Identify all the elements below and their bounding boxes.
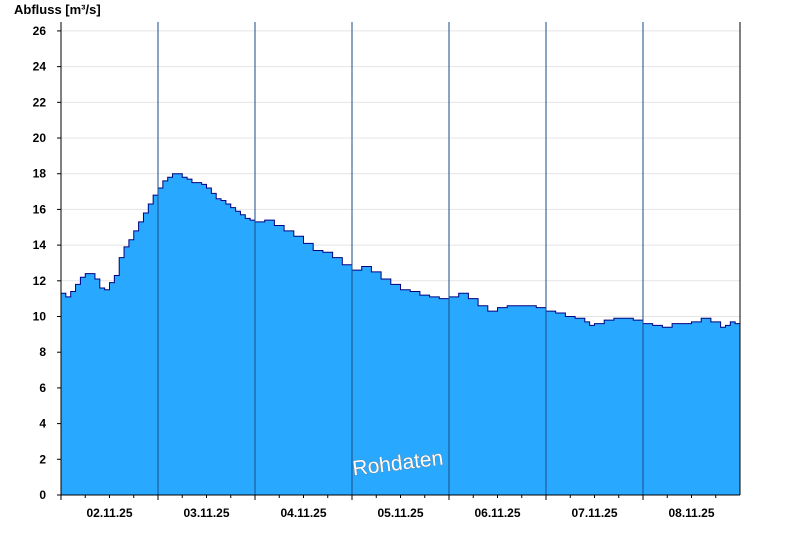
y-tick-label: 16 bbox=[33, 202, 47, 216]
x-tick-label: 07.11.25 bbox=[571, 506, 617, 520]
y-tick-label: 2 bbox=[39, 452, 46, 466]
y-tick-label: 20 bbox=[33, 131, 47, 145]
x-tick-label: 06.11.25 bbox=[474, 506, 520, 520]
y-tick-label: 14 bbox=[33, 238, 47, 252]
y-tick-label: 18 bbox=[33, 167, 47, 181]
y-tick-label: 22 bbox=[33, 95, 47, 109]
plot-area bbox=[61, 173, 741, 495]
x-tick-label: 02.11.25 bbox=[86, 506, 132, 520]
x-tick-label: 04.11.25 bbox=[280, 506, 326, 520]
y-tick-label: 24 bbox=[33, 60, 47, 74]
x-tick-label: 05.11.25 bbox=[377, 506, 423, 520]
y-tick-label: 0 bbox=[39, 488, 46, 502]
y-axis-title: Abfluss [m³/s] bbox=[14, 2, 101, 17]
y-tick-label: 12 bbox=[33, 274, 47, 288]
y-tick-label: 10 bbox=[33, 310, 47, 324]
y-tick-label: 26 bbox=[33, 24, 47, 38]
x-tick-label: 03.11.25 bbox=[183, 506, 229, 520]
y-tick-label: 6 bbox=[39, 381, 46, 395]
x-tick-label: 08.11.25 bbox=[668, 506, 714, 520]
discharge-area bbox=[61, 173, 740, 495]
day-boundary-lines bbox=[157, 22, 644, 495]
discharge-line bbox=[61, 173, 741, 328]
y-tick-label: 4 bbox=[39, 417, 46, 431]
y-tick-label: 8 bbox=[39, 345, 46, 359]
x-tick-labels: 02.11.25 03.11.25 04.11.25 05.11.25 06.11.25… bbox=[86, 506, 714, 520]
axes bbox=[57, 22, 741, 500]
